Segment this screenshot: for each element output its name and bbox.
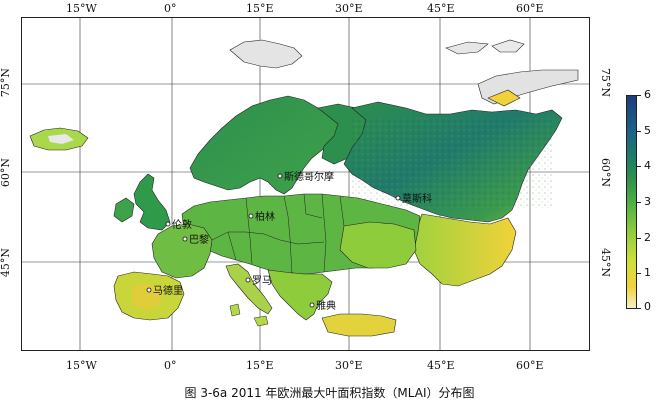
- city-label-london: 伦敦: [172, 218, 192, 231]
- lat-label-right-60n: 60°N: [599, 157, 613, 188]
- lon-label-top-15w: 15°W: [66, 2, 97, 15]
- city-marker-paris: [182, 236, 188, 242]
- colorbar-tick: [637, 308, 641, 309]
- city-label-rome: 罗马: [252, 275, 272, 287]
- colorbar-label-4: 4: [644, 159, 651, 172]
- colorbar-tick: [637, 131, 641, 132]
- country-borders: [211, 193, 345, 275]
- lat-label-left-45n: 45°N: [0, 247, 13, 278]
- colorbar-label-5: 5: [644, 124, 651, 137]
- city-label-moscow: 莫斯科: [402, 192, 432, 205]
- lon-label-bottom-30e: 30°E: [335, 359, 363, 372]
- lon-label-top-30e: 30°E: [335, 2, 363, 15]
- balkans: [267, 269, 333, 321]
- city-marker-athens: [309, 302, 315, 308]
- lon-label-bottom-60e: 60°E: [516, 359, 544, 372]
- city-label-athens: 雅典: [316, 299, 336, 312]
- lon-label-top-0: 0°: [164, 2, 177, 15]
- lon-label-bottom-15e: 15°E: [246, 359, 274, 372]
- city-label-madrid: 马德里: [153, 284, 183, 297]
- city-label-paris: 巴黎: [189, 233, 209, 246]
- ireland: [113, 197, 135, 223]
- city-label-berlin: 柏林: [255, 210, 275, 223]
- colorbar-tick: [637, 166, 641, 167]
- city-marker-rome: [245, 277, 251, 283]
- colorbar-tick: [637, 238, 641, 239]
- anatolia: [321, 313, 397, 337]
- colorbar-label-0: 0: [644, 300, 651, 313]
- city-marker-berlin: [248, 213, 254, 219]
- colorbar-label-3: 3: [644, 195, 651, 208]
- scandinavia: [189, 95, 345, 195]
- city-marker-moscow: [395, 195, 401, 201]
- city-markers: [146, 173, 401, 308]
- city-label-stockholm: 斯德哥尔摩: [284, 170, 334, 183]
- lon-label-top-45e: 45°E: [427, 2, 455, 15]
- colorbar-label-6: 6: [644, 88, 651, 101]
- lat-label-right-45n: 45°N: [599, 247, 613, 278]
- city-labels: 斯德哥尔摩 莫斯科 伦敦 柏林 巴黎 马德里 罗马 雅典: [153, 170, 432, 312]
- italy: [225, 263, 273, 315]
- great-britain: [133, 173, 171, 231]
- city-marker-london: [165, 221, 171, 227]
- colorbar-label-2: 2: [644, 231, 651, 244]
- ukraine: [339, 221, 417, 269]
- colorbar-tick: [637, 202, 641, 203]
- caspian-region: [413, 213, 517, 287]
- lon-label-bottom-15w: 15°W: [66, 359, 97, 372]
- city-marker-stockholm: [277, 173, 283, 179]
- lon-label-bottom-0: 0°: [164, 359, 177, 372]
- lon-label-top-15e: 15°E: [246, 2, 274, 15]
- colorbar-tick: [637, 95, 641, 96]
- france: [151, 223, 213, 279]
- lat-label-left-60n: 60°N: [0, 157, 13, 188]
- colorbar-label-1: 1: [644, 266, 651, 279]
- colorbar-tick: [637, 273, 641, 274]
- lat-label-left-75n: 75°N: [0, 67, 13, 98]
- lon-label-bottom-45e: 45°E: [427, 359, 455, 372]
- figure-caption: 图 3-6a 2011 年欧洲最大叶面积指数（MLAI）分布图: [184, 386, 475, 400]
- lon-label-top-60e: 60°E: [516, 2, 544, 15]
- city-marker-madrid: [146, 287, 152, 293]
- mlai-map: 斯德哥尔摩 莫斯科 伦敦 柏林 巴黎 马德里 罗马 雅典: [22, 18, 589, 350]
- map-frame: 斯德哥尔摩 莫斯科 伦敦 柏林 巴黎 马德里 罗马 雅典: [21, 17, 590, 351]
- lat-label-right-75n: 75°N: [599, 67, 613, 98]
- arctic-islands: [229, 39, 579, 107]
- colorbar: [626, 95, 637, 309]
